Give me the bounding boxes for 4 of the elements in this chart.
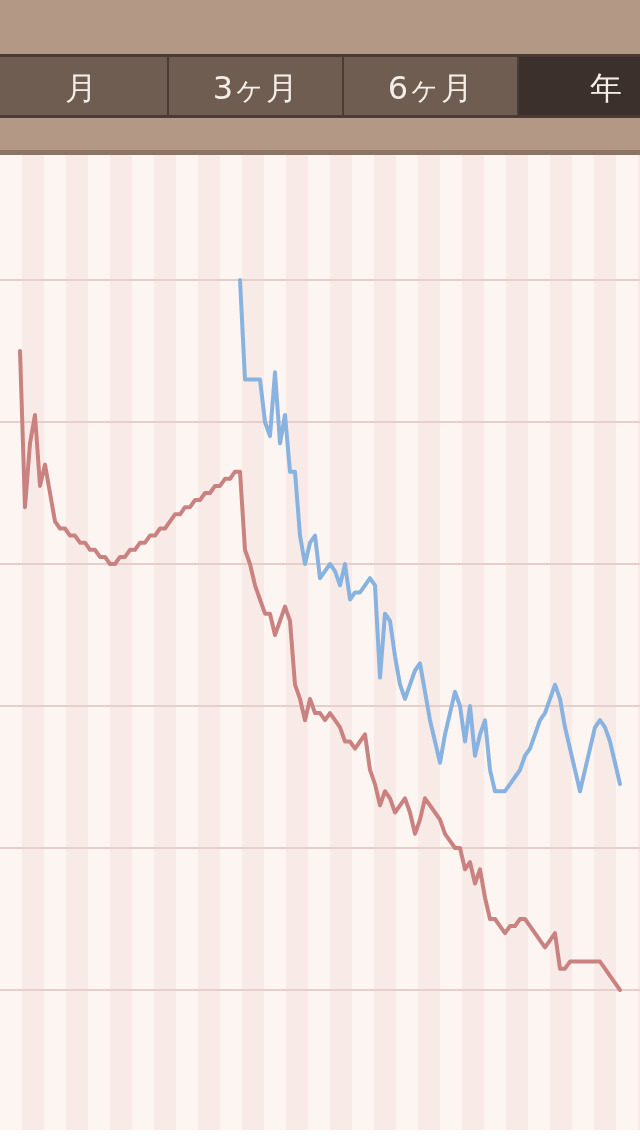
text: 6ヶ月: [387, 69, 474, 107]
text: 年: [589, 69, 622, 107]
text: 月: [64, 69, 97, 107]
text: 3ヶ月: [212, 69, 299, 107]
